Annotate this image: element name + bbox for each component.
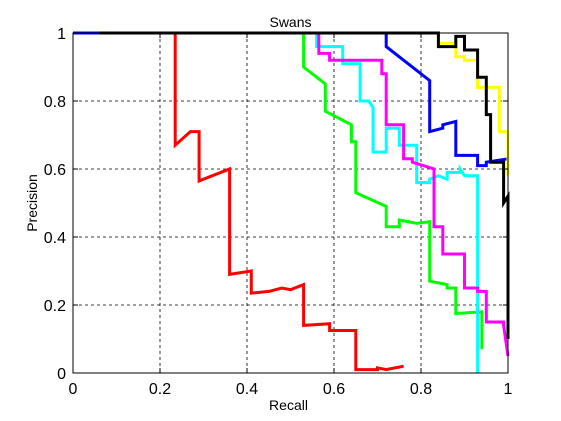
x-tick-label: 0.6 xyxy=(323,381,345,398)
axis-ticks: 0 0.2 0.4 0.6 0.8 1 0 0.2 0.4 0.6 0.8 1 xyxy=(44,26,513,398)
x-tick-label: 0.4 xyxy=(236,381,258,398)
y-tick-label: 0.4 xyxy=(44,230,66,247)
series-line-3 xyxy=(315,33,480,373)
plot-border xyxy=(72,32,509,374)
chart-title: Swans xyxy=(269,14,311,30)
grid xyxy=(73,33,508,373)
series-line-2 xyxy=(302,33,484,350)
y-tick-label: 0 xyxy=(57,366,66,383)
y-tick-label: 0.8 xyxy=(44,94,66,111)
series-line-4 xyxy=(317,33,510,357)
x-tick-label: 0.2 xyxy=(149,381,171,398)
x-tick-label: 0 xyxy=(69,381,78,398)
y-tick-label: 1 xyxy=(57,26,66,43)
x-tick-label: 1 xyxy=(504,381,513,398)
series-line-5 xyxy=(73,31,509,168)
x-tick-label: 0.8 xyxy=(410,381,432,398)
y-axis-label: Precision xyxy=(24,174,40,232)
series-line-1 xyxy=(173,33,404,372)
x-axis-label: Recall xyxy=(269,397,308,413)
series-line-7 xyxy=(99,31,510,339)
series-group xyxy=(73,31,510,373)
y-tick-label: 0.6 xyxy=(44,162,66,179)
plot-area xyxy=(72,32,509,374)
y-tick-label: 0.2 xyxy=(44,298,66,315)
